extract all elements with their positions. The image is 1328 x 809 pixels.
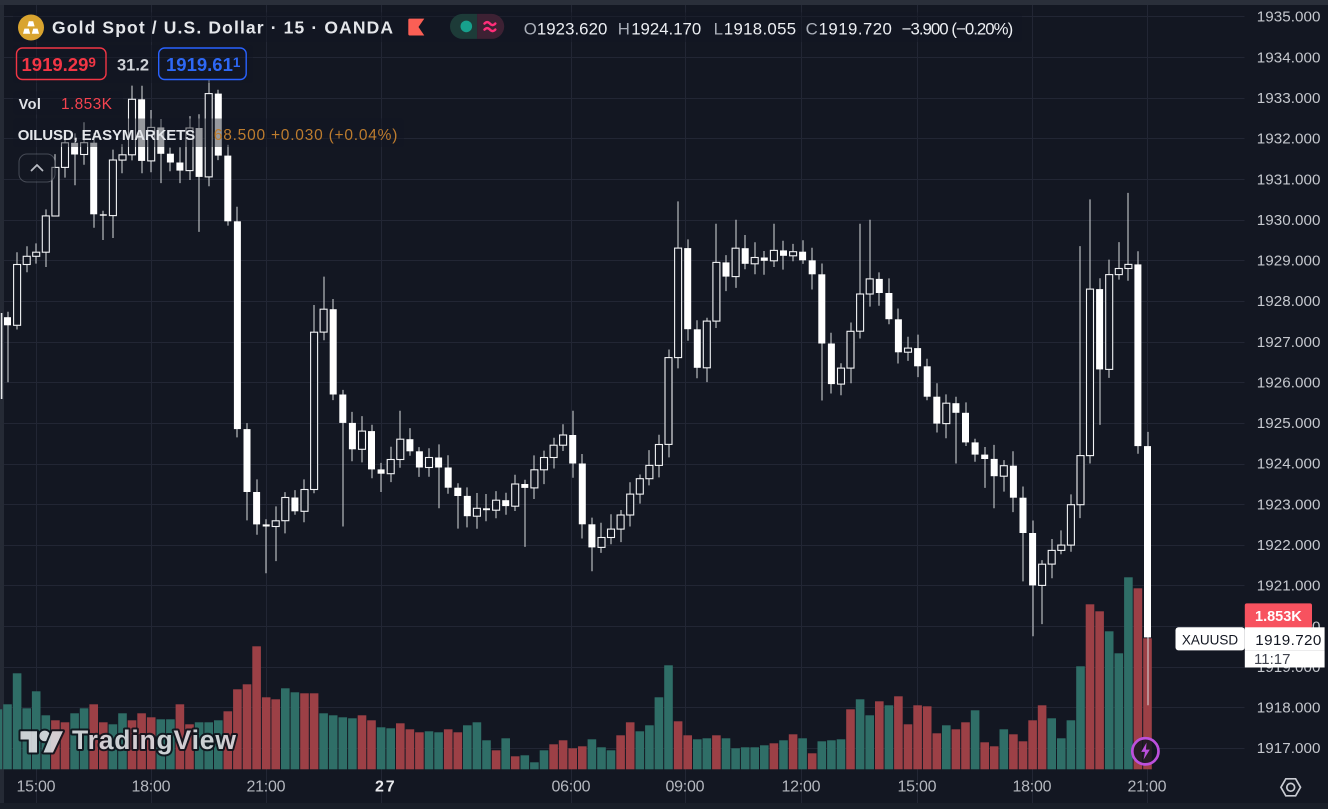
svg-text:1934.000: 1934.000 — [1257, 49, 1321, 66]
svg-text:1922.000: 1922.000 — [1257, 537, 1321, 554]
svg-text:1925.000: 1925.000 — [1257, 415, 1321, 432]
svg-text:1932.000: 1932.000 — [1257, 131, 1321, 148]
svg-text:1921.000: 1921.000 — [1257, 578, 1321, 595]
svg-text:H: H — [618, 20, 630, 39]
svg-text:21:00: 21:00 — [1128, 779, 1167, 796]
svg-text:1.853K: 1.853K — [61, 96, 113, 113]
svg-text:C: C — [806, 20, 818, 39]
svg-text:15:00: 15:00 — [898, 779, 937, 796]
svg-text:1935.000: 1935.000 — [1257, 9, 1321, 26]
svg-text:1.853K: 1.853K — [1255, 609, 1302, 625]
svg-text:06:00: 06:00 — [552, 779, 591, 796]
svg-text:31.2: 31.2 — [117, 57, 149, 75]
svg-text:1927.000: 1927.000 — [1257, 334, 1321, 351]
svg-text:OILUSD, EASYMARKETS: OILUSD, EASYMARKETS — [18, 127, 196, 144]
svg-text:1933.000: 1933.000 — [1257, 90, 1321, 107]
svg-text:1919.720: 1919.720 — [1255, 632, 1321, 649]
svg-text:1929.000: 1929.000 — [1257, 253, 1321, 270]
svg-text:12:00: 12:00 — [782, 779, 821, 796]
svg-text:XAUUSD: XAUUSD — [1182, 633, 1239, 648]
svg-text:1919.720: 1919.720 — [819, 20, 892, 39]
svg-text:Gold Spot / U.S. Dollar · 15 ·: Gold Spot / U.S. Dollar · 15 · OANDA — [52, 18, 393, 38]
svg-text:27: 27 — [375, 779, 395, 796]
svg-text:1917.000: 1917.000 — [1257, 740, 1321, 757]
svg-text:Vol: Vol — [19, 97, 41, 113]
svg-text:L: L — [714, 20, 723, 39]
svg-text:1919.299: 1919.299 — [22, 54, 96, 75]
svg-text:11:17: 11:17 — [1254, 651, 1290, 668]
svg-text:−3.900 (−0.20%): −3.900 (−0.20%) — [902, 20, 1014, 39]
svg-text:1918.055: 1918.055 — [724, 20, 796, 39]
svg-text:1923.000: 1923.000 — [1257, 496, 1321, 513]
svg-text:1924.170: 1924.170 — [631, 20, 701, 39]
svg-text:1928.000: 1928.000 — [1257, 293, 1321, 310]
svg-text:15:00: 15:00 — [17, 779, 56, 796]
svg-text:1926.000: 1926.000 — [1257, 375, 1321, 392]
svg-text:1923.620: 1923.620 — [537, 20, 607, 39]
svg-text:1918.000: 1918.000 — [1257, 700, 1321, 717]
svg-text:1924.000: 1924.000 — [1257, 456, 1321, 473]
svg-text:1930.000: 1930.000 — [1257, 212, 1321, 229]
svg-text:18:00: 18:00 — [132, 779, 171, 796]
svg-text:TradingView: TradingView — [72, 725, 236, 755]
svg-text:O: O — [524, 20, 537, 39]
svg-text:21:00: 21:00 — [247, 779, 286, 796]
svg-text:09:00: 09:00 — [666, 779, 705, 796]
svg-text:1919.611: 1919.611 — [166, 54, 241, 75]
svg-text:1931.000: 1931.000 — [1257, 171, 1321, 188]
svg-text:68.500 +0.030 (+0.04%): 68.500 +0.030 (+0.04%) — [214, 127, 398, 144]
svg-text:18:00: 18:00 — [1013, 779, 1052, 796]
